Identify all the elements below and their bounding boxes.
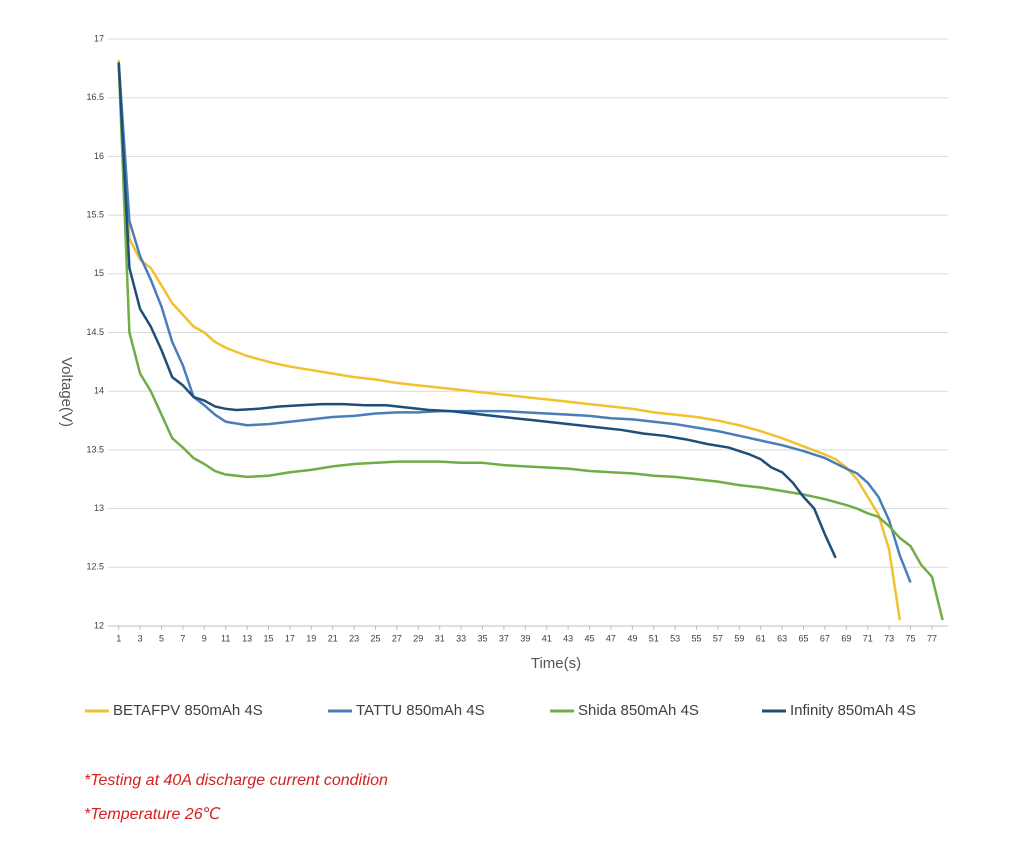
x-tick-label: 23 <box>349 633 359 643</box>
x-tick-label: 61 <box>756 633 766 643</box>
series-line <box>117 62 912 584</box>
x-tick-label: 77 <box>927 633 937 643</box>
x-tick-label: 37 <box>499 633 509 643</box>
x-tick-label: 29 <box>413 633 423 643</box>
x-tick-label: 11 <box>221 633 230 643</box>
x-tick-label: 9 <box>202 633 207 643</box>
y-tick-label: 12 <box>94 620 104 630</box>
y-tick-label: 14.5 <box>86 327 104 337</box>
series-line <box>117 60 902 621</box>
x-tick-label: 33 <box>456 633 466 643</box>
x-tick-label: 7 <box>180 633 185 643</box>
y-tick-label: 13.5 <box>86 444 104 454</box>
x-tick-label: 41 <box>542 633 552 643</box>
x-tick-label: 45 <box>585 633 595 643</box>
y-tick-label: 15.5 <box>86 209 104 219</box>
x-tick-label: 47 <box>606 633 616 643</box>
x-tick-label: 31 <box>435 633 445 643</box>
x-tick-label: 71 <box>863 633 873 643</box>
legend-label: TATTU 850mAh 4S <box>356 702 485 719</box>
x-tick-label: 49 <box>627 633 637 643</box>
x-tick-label: 51 <box>649 633 659 643</box>
note: *Temperature 26℃ <box>84 806 221 823</box>
legend-label: Shida 850mAh 4S <box>578 702 699 719</box>
x-tick-label: 67 <box>820 633 830 643</box>
x-tick-label: 27 <box>392 633 402 643</box>
x-tick-label: 35 <box>478 633 488 643</box>
x-tick-label: 5 <box>159 633 164 643</box>
x-tick-label: 59 <box>734 633 744 643</box>
series-line <box>117 62 944 621</box>
x-tick-label: 17 <box>285 633 295 643</box>
legend-label: BETAFPV 850mAh 4S <box>113 702 263 719</box>
y-tick-label: 16.5 <box>86 92 104 102</box>
x-tick-label: 57 <box>713 633 723 643</box>
x-tick-label: 13 <box>242 633 252 643</box>
x-tick-label: 65 <box>799 633 809 643</box>
y-tick-label: 14 <box>94 386 104 396</box>
y-tick-label: 15 <box>94 268 104 278</box>
y-axis-title: Voltage(V) <box>58 357 75 427</box>
x-tick-label: 19 <box>306 633 316 643</box>
y-tick-label: 16 <box>94 151 104 161</box>
x-tick-label: 53 <box>670 633 680 643</box>
x-tick-label: 75 <box>906 633 916 643</box>
x-tick-label: 55 <box>692 633 702 643</box>
x-tick-label: 73 <box>884 633 894 643</box>
legend-label: Infinity 850mAh 4S <box>790 702 916 719</box>
x-tick-label: 15 <box>264 633 274 643</box>
y-tick-label: 12.5 <box>86 562 104 572</box>
x-tick-label: 3 <box>138 633 143 643</box>
y-tick-label: 17 <box>94 33 104 43</box>
x-tick-label: 69 <box>841 633 851 643</box>
x-tick-label: 1 <box>116 633 121 643</box>
series-line <box>117 62 837 559</box>
x-tick-label: 25 <box>371 633 381 643</box>
x-tick-label: 63 <box>777 633 787 643</box>
x-tick-label: 39 <box>520 633 530 643</box>
x-axis-title: Time(s) <box>531 655 581 672</box>
x-tick-label: 21 <box>328 633 338 643</box>
note: *Testing at 40A discharge current condit… <box>84 772 388 789</box>
y-tick-label: 13 <box>94 503 104 513</box>
x-tick-label: 43 <box>563 633 573 643</box>
